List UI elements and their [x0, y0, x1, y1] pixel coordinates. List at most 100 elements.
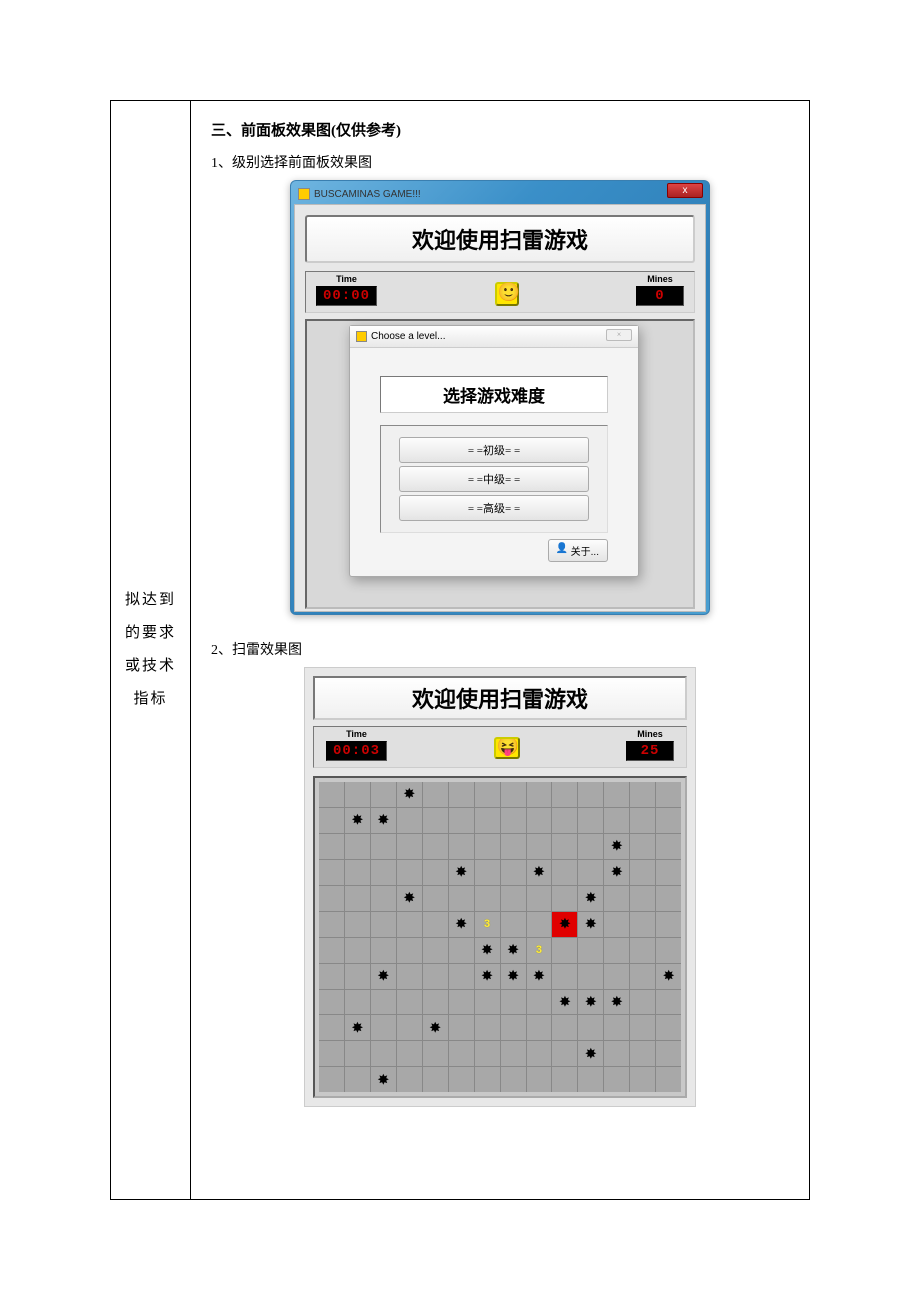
grid-cell[interactable]	[371, 808, 396, 833]
grid-cell[interactable]	[345, 808, 370, 833]
grid-cell[interactable]	[475, 1041, 500, 1066]
grid-cell[interactable]	[630, 938, 655, 963]
grid-cell[interactable]	[371, 1015, 396, 1040]
grid-cell[interactable]	[578, 860, 603, 885]
grid-cell[interactable]	[604, 782, 629, 807]
grid-cell[interactable]	[319, 938, 344, 963]
grid-cell[interactable]	[423, 834, 448, 859]
grid-cell[interactable]	[319, 1015, 344, 1040]
grid-cell[interactable]	[552, 964, 577, 989]
grid-cell[interactable]	[552, 938, 577, 963]
grid-cell[interactable]	[527, 886, 552, 911]
grid-cell[interactable]	[656, 1015, 681, 1040]
grid-cell[interactable]	[423, 860, 448, 885]
grid-cell[interactable]	[319, 1041, 344, 1066]
grid-cell[interactable]	[449, 1041, 474, 1066]
grid-cell[interactable]	[578, 938, 603, 963]
grid-cell[interactable]	[552, 782, 577, 807]
grid-cell[interactable]	[449, 1015, 474, 1040]
level-intermediate-button[interactable]: = =中级= =	[399, 466, 589, 492]
grid-cell[interactable]	[475, 1067, 500, 1092]
dialog-titlebar[interactable]: Choose a level...	[350, 326, 638, 348]
grid-cell[interactable]	[501, 990, 526, 1015]
grid-cell[interactable]	[604, 886, 629, 911]
grid-cell[interactable]	[656, 938, 681, 963]
grid-cell[interactable]	[319, 1067, 344, 1092]
grid-cell[interactable]	[475, 834, 500, 859]
grid-cell[interactable]	[604, 964, 629, 989]
grid-cell[interactable]	[552, 1041, 577, 1066]
face-button-2[interactable]	[494, 737, 520, 759]
grid-cell[interactable]	[656, 860, 681, 885]
grid-cell[interactable]	[578, 990, 603, 1015]
grid-cell[interactable]	[449, 860, 474, 885]
level-advanced-button[interactable]: = =高级= =	[399, 495, 589, 521]
grid-cell[interactable]	[371, 834, 396, 859]
grid-cell[interactable]	[501, 782, 526, 807]
grid-cell[interactable]	[552, 860, 577, 885]
grid-cell[interactable]	[630, 1067, 655, 1092]
grid-cell[interactable]	[345, 886, 370, 911]
dialog-close-button[interactable]: ×	[606, 329, 632, 341]
grid-cell[interactable]	[397, 1041, 422, 1066]
grid-cell[interactable]	[552, 834, 577, 859]
grid-cell[interactable]	[371, 938, 396, 963]
grid-cell[interactable]	[371, 860, 396, 885]
grid-cell[interactable]	[630, 1041, 655, 1066]
grid-cell[interactable]	[604, 808, 629, 833]
grid-cell[interactable]	[449, 964, 474, 989]
grid-cell[interactable]	[397, 912, 422, 937]
grid-cell[interactable]	[371, 1067, 396, 1092]
grid-cell[interactable]	[397, 1015, 422, 1040]
grid-cell[interactable]	[578, 1067, 603, 1092]
grid-cell[interactable]	[527, 912, 552, 937]
grid-cell[interactable]	[501, 808, 526, 833]
grid-cell[interactable]	[475, 886, 500, 911]
grid-cell[interactable]	[501, 1041, 526, 1066]
grid-cell[interactable]	[423, 1067, 448, 1092]
grid-cell[interactable]	[475, 808, 500, 833]
grid-cell[interactable]	[319, 860, 344, 885]
grid-cell[interactable]	[345, 1041, 370, 1066]
grid-cell[interactable]	[656, 886, 681, 911]
grid-cell[interactable]	[371, 782, 396, 807]
grid-cell[interactable]	[397, 990, 422, 1015]
about-button[interactable]: 关于...	[548, 539, 608, 562]
grid-cell[interactable]	[371, 1041, 396, 1066]
grid-cell[interactable]	[449, 782, 474, 807]
grid-cell[interactable]	[552, 1015, 577, 1040]
grid-cell[interactable]	[397, 782, 422, 807]
grid-cell[interactable]	[319, 912, 344, 937]
grid-cell[interactable]	[449, 808, 474, 833]
grid-cell[interactable]	[423, 886, 448, 911]
grid-cell[interactable]	[656, 834, 681, 859]
grid-cell[interactable]	[423, 990, 448, 1015]
grid-cell[interactable]	[527, 964, 552, 989]
grid-cell[interactable]	[527, 1015, 552, 1040]
grid-cell[interactable]	[630, 782, 655, 807]
grid-cell[interactable]	[552, 1067, 577, 1092]
smiley-button[interactable]	[495, 282, 519, 306]
grid-cell[interactable]	[630, 964, 655, 989]
grid-cell[interactable]	[501, 938, 526, 963]
grid-cell[interactable]	[423, 912, 448, 937]
grid-cell[interactable]	[527, 1067, 552, 1092]
grid-cell[interactable]	[449, 990, 474, 1015]
grid-cell[interactable]: 3	[475, 912, 500, 937]
grid-cell[interactable]	[630, 912, 655, 937]
grid-cell[interactable]	[371, 964, 396, 989]
grid-cell[interactable]	[345, 938, 370, 963]
grid-cell[interactable]	[552, 808, 577, 833]
grid-cell[interactable]	[423, 782, 448, 807]
grid-cell[interactable]	[630, 990, 655, 1015]
grid-cell[interactable]	[656, 808, 681, 833]
grid-cell[interactable]	[501, 860, 526, 885]
grid-cell[interactable]	[475, 964, 500, 989]
grid-cell[interactable]	[423, 1015, 448, 1040]
grid-cell[interactable]	[604, 1067, 629, 1092]
grid-cell[interactable]	[604, 834, 629, 859]
grid-cell[interactable]	[475, 990, 500, 1015]
grid-cell[interactable]	[345, 1067, 370, 1092]
grid-cell[interactable]	[578, 912, 603, 937]
grid-cell[interactable]	[475, 1015, 500, 1040]
